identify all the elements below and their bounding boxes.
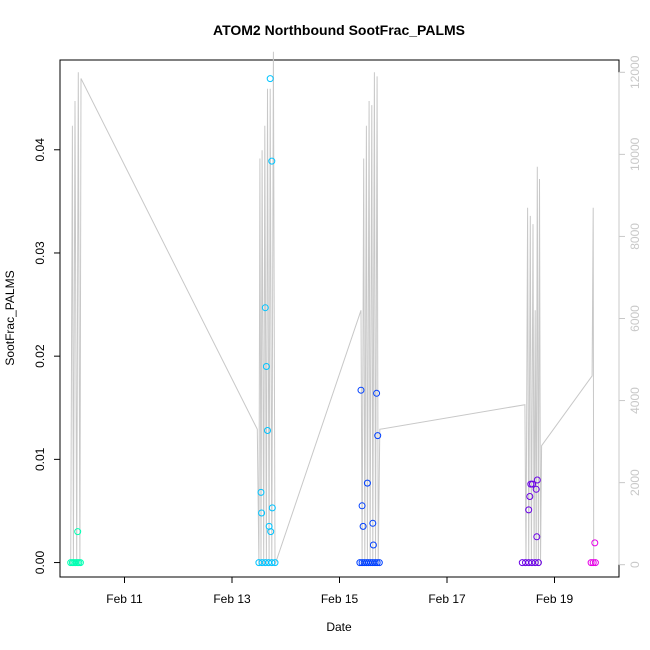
data-point: [267, 528, 275, 536]
y2-tick-label: 6000: [628, 305, 642, 332]
data-point: [529, 480, 536, 488]
data-point: [257, 488, 265, 496]
series-0: [67, 528, 84, 567]
secondary-y-axis: 0 2000 4000 6000 8000 10000 12000: [618, 55, 642, 568]
y-tick-label: 0.00: [33, 551, 47, 575]
data-point: [261, 304, 269, 312]
y-tick-label: 0.04: [33, 138, 47, 162]
data-point: [526, 493, 534, 500]
x-tick-label: Feb 17: [428, 592, 466, 606]
data-point: [369, 541, 377, 549]
data-point: [369, 519, 377, 527]
x-tick-label: Feb 15: [321, 592, 359, 606]
data-point: [591, 559, 599, 567]
data-point: [264, 427, 271, 434]
y-tick-label: 0.03: [33, 241, 47, 265]
data-point: [357, 386, 365, 394]
data-point: [266, 75, 274, 83]
y-tick-label: 0.01: [33, 447, 47, 471]
data-point: [534, 559, 542, 567]
data-point: [373, 389, 381, 397]
x-tick-label: Feb 13: [213, 592, 251, 606]
x-axis: Feb 11 Feb 13 Feb 15 Feb 17 Feb 19: [106, 576, 574, 606]
y2-tick-label: 2000: [628, 469, 642, 496]
y2-tick-label: 8000: [628, 223, 642, 250]
x-tick-label: Feb 19: [536, 592, 574, 606]
data-point: [587, 559, 595, 567]
y-axis-label: SootFrac_PALMS: [3, 270, 17, 365]
data-point: [591, 539, 599, 547]
data-point: [532, 485, 540, 493]
data-points-layer: [67, 75, 599, 567]
series-1: [255, 75, 279, 567]
y-axis: 0.00 0.01 0.02 0.03 0.04: [33, 138, 61, 575]
data-point: [589, 559, 597, 567]
data-point: [371, 559, 379, 567]
y2-tick-label: 4000: [628, 387, 642, 414]
data-point: [374, 432, 382, 440]
x-tick-label: Feb 11: [106, 592, 143, 606]
data-point: [525, 506, 533, 514]
series-3: [518, 476, 542, 567]
data-point: [268, 157, 276, 165]
data-point: [373, 559, 381, 567]
data-point: [533, 476, 541, 484]
y2-tick-label: 12000: [628, 55, 642, 89]
data-point: [358, 502, 366, 510]
data-point: [363, 479, 371, 487]
data-point: [533, 533, 541, 541]
data-point: [268, 504, 276, 512]
data-point: [375, 559, 383, 567]
data-point: [258, 509, 266, 517]
y2-tick-label: 10000: [628, 137, 642, 171]
data-point: [76, 559, 84, 567]
data-point: [271, 559, 279, 567]
altitude-trace-layer: [70, 51, 595, 565]
y2-tick-label: 0: [628, 561, 642, 568]
data-point: [359, 522, 367, 530]
data-point: [262, 363, 270, 370]
data-point: [74, 528, 82, 536]
data-point: [268, 559, 276, 567]
x-axis-label: Date: [326, 620, 352, 634]
series-2: [356, 386, 383, 567]
chart-title: ATOM2 Northbound SootFrac_PALMS: [213, 22, 465, 38]
data-point: [531, 559, 539, 567]
altitude-trace-line: [70, 51, 595, 565]
series-4: [587, 539, 599, 567]
y-tick-label: 0.02: [33, 344, 47, 368]
